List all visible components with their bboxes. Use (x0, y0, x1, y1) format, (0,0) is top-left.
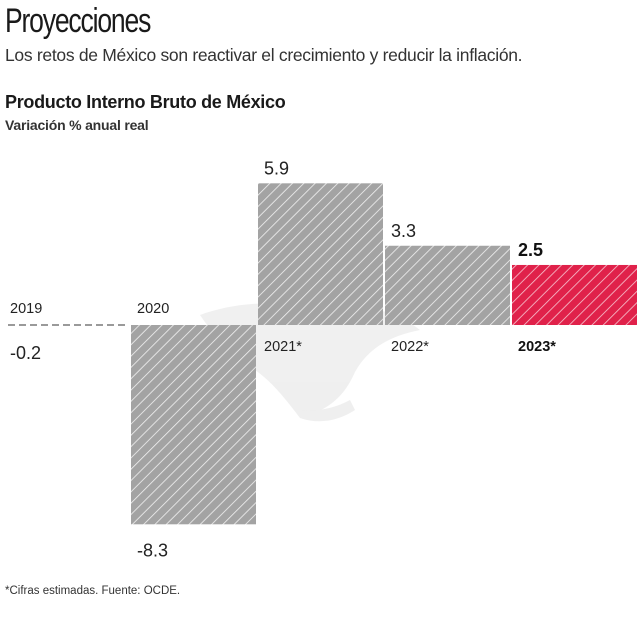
source-note: *Cifras estimadas. Fuente: OCDE. (5, 585, 181, 597)
category-label-2020: 2020 (137, 301, 169, 317)
category-label-2021: 2021* (264, 339, 302, 355)
value-label-2019: -0.2 (10, 343, 41, 363)
value-label-2023: 2.5 (518, 240, 543, 260)
category-label-2022: 2022* (391, 339, 429, 355)
value-label-2020: -8.3 (137, 540, 168, 560)
page-subtitle: Los retos de México son reactivar el cre… (5, 45, 523, 65)
bars-group (8, 183, 637, 525)
labels-group: 2019 -0.2 2020 -8.3 2021* 5.9 2022* 3.3 2023* 2.5 (10, 158, 556, 560)
category-label-2023: 2023* (518, 339, 556, 355)
bar-2021 (258, 183, 383, 325)
bar-2020 (131, 325, 256, 525)
chart-title: Producto Interno Bruto de México (5, 92, 286, 112)
value-label-2022: 3.3 (391, 221, 416, 241)
bar-2022 (385, 245, 510, 325)
chart-subtitle: Variación % anual real (5, 117, 149, 133)
page-title: Proyecciones (5, 2, 151, 40)
bar-2023 (512, 264, 637, 325)
category-label-2019: 2019 (10, 301, 42, 317)
value-label-2021: 5.9 (264, 158, 289, 178)
